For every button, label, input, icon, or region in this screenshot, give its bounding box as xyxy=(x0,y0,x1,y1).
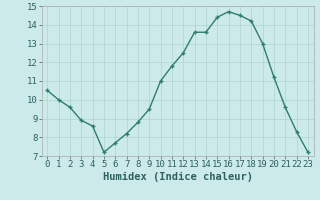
X-axis label: Humidex (Indice chaleur): Humidex (Indice chaleur) xyxy=(103,172,252,182)
